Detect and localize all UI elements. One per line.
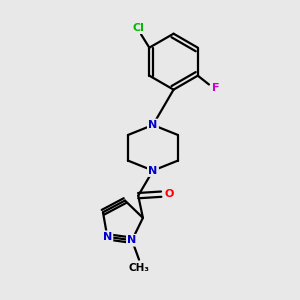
Text: N: N bbox=[148, 166, 158, 176]
Text: Cl: Cl bbox=[132, 23, 144, 33]
Text: N: N bbox=[128, 235, 136, 245]
Text: N: N bbox=[103, 232, 112, 242]
Text: N: N bbox=[148, 120, 158, 130]
Text: F: F bbox=[212, 83, 220, 93]
Text: CH₃: CH₃ bbox=[128, 263, 149, 273]
Text: O: O bbox=[165, 189, 174, 199]
